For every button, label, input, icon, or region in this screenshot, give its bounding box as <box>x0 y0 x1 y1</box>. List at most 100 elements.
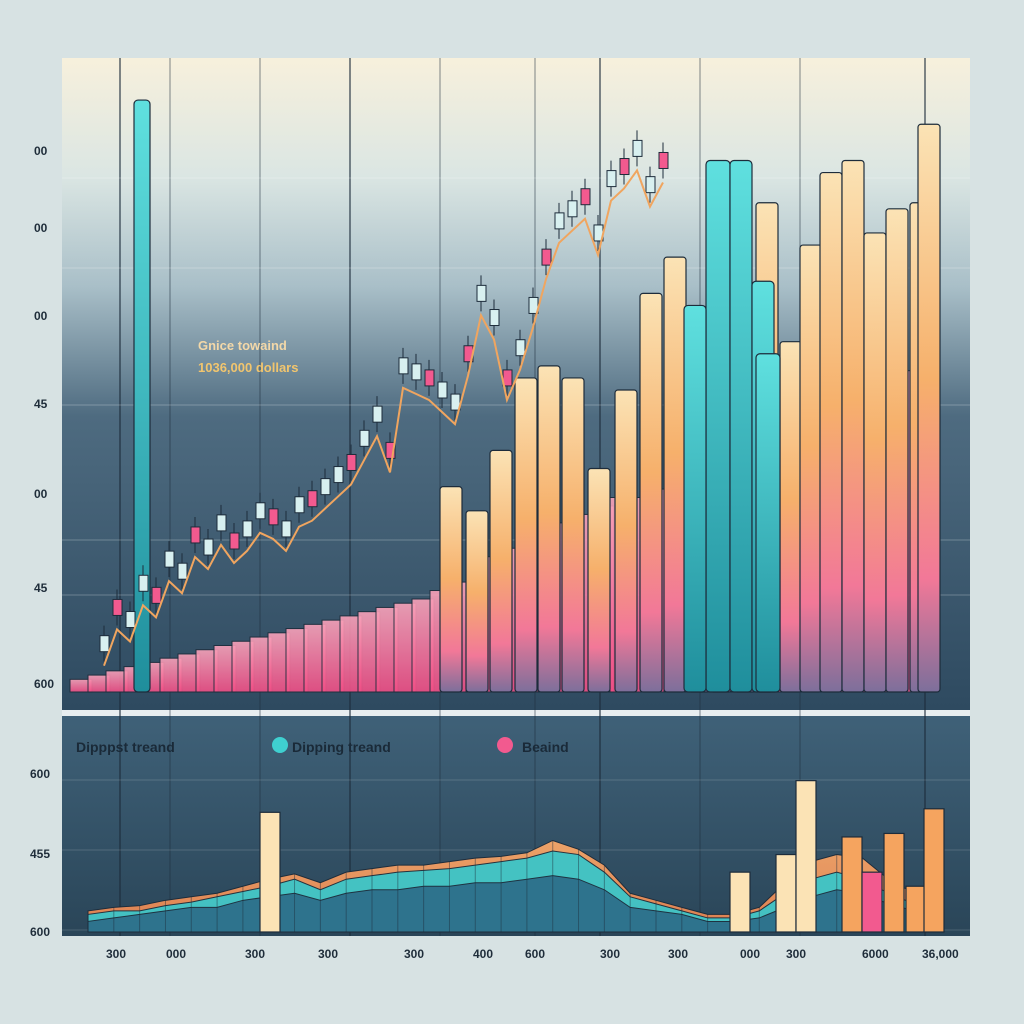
bar-series-2 <box>439 486 463 693</box>
x-tick-label: 300 <box>404 947 424 961</box>
bottom-bar <box>905 885 927 933</box>
candle-body <box>411 363 422 381</box>
candle-body <box>580 188 591 206</box>
y-tick-label: 00 <box>34 144 48 158</box>
candle-body <box>307 490 318 508</box>
bar-series-2 <box>841 159 865 693</box>
top-y-tick-labels: 00 00 00 45 00 45 600 <box>34 144 54 691</box>
x-tick-label: 300 <box>600 947 620 961</box>
legend-label-2: Dipping treand <box>292 739 391 755</box>
candle-body <box>476 284 487 302</box>
bar-series-2 <box>885 208 909 693</box>
candle-body <box>333 466 344 484</box>
bar-series-teal <box>133 99 151 693</box>
candle-body <box>138 574 149 592</box>
bottom-area-series <box>87 780 945 933</box>
candle-body <box>255 502 266 520</box>
candle-body <box>437 381 448 399</box>
candle-body <box>632 139 643 157</box>
y-tick-label: 00 <box>34 309 48 323</box>
annotation: Gnice towaind 1036,000 dollars <box>198 338 298 375</box>
bar-series-teal <box>705 159 731 693</box>
y-tick-label: 600 <box>34 677 54 691</box>
area-series-3 <box>87 875 941 933</box>
bar-series-2 <box>587 467 611 693</box>
bottom-bar <box>775 853 797 933</box>
legend-label-3: Beaind <box>522 739 569 755</box>
x-tick-label: 300 <box>668 947 688 961</box>
x-tick-label: 000 <box>740 947 760 961</box>
candle-body <box>294 496 305 514</box>
legend-label-1: Dipppst treand <box>76 739 175 755</box>
bottom-bar <box>883 832 905 933</box>
y-tick-label: 00 <box>34 487 48 501</box>
panel-separator <box>62 710 970 716</box>
legend-swatch-3 <box>497 737 513 753</box>
bar-series-teal <box>755 353 781 693</box>
bar-series-2 <box>819 171 843 693</box>
y-tick-label: 45 <box>34 397 48 411</box>
candle-body <box>216 514 227 532</box>
legend: Dipppst treand Dipping treand Beaind <box>76 737 569 755</box>
x-tick-label: 300 <box>245 947 265 961</box>
candle-body <box>190 526 201 544</box>
candle-body <box>658 151 669 169</box>
y-tick-label: 600 <box>30 767 50 781</box>
x-tick-label: 300 <box>318 947 338 961</box>
candle-body <box>554 212 565 230</box>
bottom-bar <box>861 871 883 933</box>
candle-body <box>619 158 630 176</box>
bottom-y-tick-labels: 600 455 600 <box>30 767 50 939</box>
bar-series-2 <box>561 377 585 693</box>
candle-body <box>99 635 110 653</box>
x-tick-label: 36,000 <box>922 947 959 961</box>
annotation-line-1: Gnice towaind <box>198 338 287 353</box>
candle-body <box>281 520 292 538</box>
candle-body <box>164 550 175 568</box>
candle-body <box>359 429 370 447</box>
candle-body <box>112 598 123 616</box>
x-tick-label: 600 <box>525 947 545 961</box>
candle-body <box>515 339 526 357</box>
bar-series-2 <box>514 377 538 693</box>
bottom-bar <box>259 811 281 933</box>
candle-body <box>177 562 188 580</box>
candle-body <box>268 508 279 526</box>
candle-body <box>606 170 617 188</box>
bottom-bar <box>795 780 817 933</box>
candle-body <box>203 538 214 556</box>
top-candlestick-series <box>99 130 669 662</box>
bar-series-2 <box>465 510 489 693</box>
x-tick-label: 300 <box>786 947 806 961</box>
trend-line <box>103 168 664 667</box>
x-tick-label: 300 <box>106 947 126 961</box>
bar-series-2 <box>779 341 803 693</box>
bar-series-2 <box>663 256 687 693</box>
candle-body <box>125 611 136 629</box>
candle-body <box>398 357 409 375</box>
candle-body <box>541 248 552 266</box>
x-tick-labels: 300 000 300 300 300 400 600 300 300 000 300 6000 36,… <box>106 947 959 961</box>
bar-series-2 <box>537 365 561 693</box>
bar-series-teal <box>683 304 707 693</box>
bar-series-teal <box>729 159 753 693</box>
y-tick-label: 45 <box>34 581 48 595</box>
candle-body <box>489 309 500 327</box>
y-tick-label: 600 <box>30 925 50 939</box>
bottom-bar <box>841 836 863 933</box>
candle-body <box>424 369 435 387</box>
x-tick-label: 6000 <box>862 947 889 961</box>
bottom-bar <box>923 808 945 933</box>
candle-body <box>372 405 383 423</box>
bar-series-2 <box>799 244 823 693</box>
bottom-bar <box>729 871 751 933</box>
annotation-line-2: 1036,000 dollars <box>198 360 298 375</box>
bar-series-2 <box>489 449 513 693</box>
bar-series-2 <box>614 389 638 693</box>
legend-swatch-2 <box>272 737 288 753</box>
candle-body <box>151 586 162 604</box>
x-tick-label: 400 <box>473 947 493 961</box>
candle-body <box>320 478 331 496</box>
bar-series-2 <box>917 123 941 693</box>
